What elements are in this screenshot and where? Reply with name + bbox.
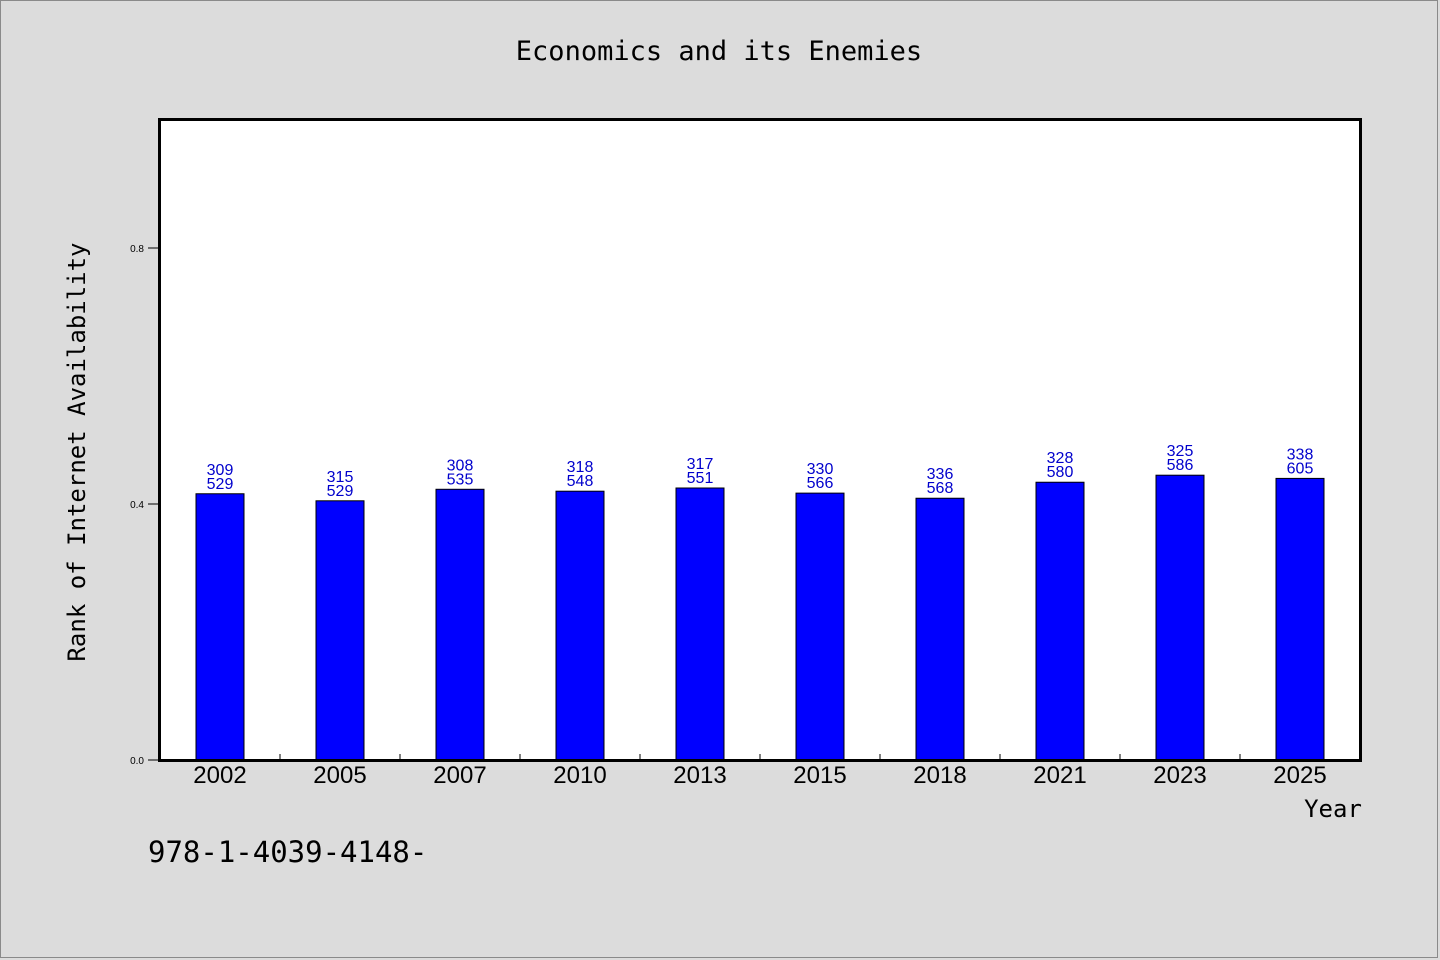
x-tick-label-2013: 2013: [673, 762, 726, 789]
data-label-bottom-2018: 568: [927, 480, 954, 497]
x-tick-label-2002: 2002: [193, 762, 246, 789]
x-tick-label-2015: 2015: [793, 762, 846, 789]
data-label-top-2007: 308: [447, 457, 474, 474]
data-label-bottom-2015: 566: [807, 475, 834, 492]
data-label-bottom-2025: 605: [1287, 460, 1314, 477]
data-label-top-2018: 336: [927, 466, 954, 483]
data-label-top-2023: 325: [1167, 443, 1194, 460]
isbn-footer-text: 978-1-4039-4148-: [148, 835, 427, 869]
bar-2021: [1035, 481, 1085, 761]
x-tick-label-2005: 2005: [313, 762, 366, 789]
x-tick-label-2010: 2010: [553, 762, 606, 789]
x-axis-label: Year: [1304, 795, 1362, 823]
plot-border: [158, 118, 1362, 762]
bar-2007: [435, 488, 485, 761]
x-tick-label-2007: 2007: [433, 762, 486, 789]
data-label-top-2005: 315: [327, 469, 354, 486]
bar-2023: [1155, 474, 1205, 761]
y-tick-label: 0.4: [130, 500, 144, 511]
chart-title: Economics and its Enemies: [516, 36, 922, 67]
y-tick-label: 0.0: [130, 756, 144, 767]
data-label-top-2015: 330: [807, 461, 834, 478]
x-tick-label-2021: 2021: [1033, 762, 1086, 789]
x-tick-label-2018: 2018: [913, 762, 966, 789]
bar-2013: [675, 487, 725, 761]
data-label-top-2002: 309: [207, 462, 234, 479]
data-label-bottom-2013: 551: [687, 470, 714, 487]
x-tick-label-2025: 2025: [1273, 762, 1326, 789]
bar-2005: [315, 500, 365, 761]
bar-2018: [915, 497, 965, 761]
data-label-top-2010: 318: [567, 459, 594, 476]
data-label-top-2013: 317: [687, 456, 714, 473]
x-axis: 2002 2005 2007 2010 2013 2015 2018 2021 2023 2025: [193, 754, 1327, 789]
data-label-bottom-2005: 529: [327, 483, 354, 500]
bar-2015: [795, 492, 845, 761]
data-label-bottom-2010: 548: [567, 473, 594, 490]
bar-2025: [1275, 477, 1325, 761]
y-axis-label: Rank of Internet Availability: [63, 242, 91, 661]
data-label-bottom-2021: 580: [1047, 464, 1074, 481]
data-label-top-2025: 338: [1287, 446, 1314, 463]
bars-group: [195, 474, 1325, 761]
data-label-bottom-2002: 529: [207, 476, 234, 493]
data-label-bottom-2023: 586: [1167, 457, 1194, 474]
data-label-bottom-2007: 535: [447, 471, 474, 488]
y-tick-label: 0.8: [130, 244, 144, 255]
bar-2010: [555, 490, 605, 761]
y-axis: 0.0 0.4 0.8: [130, 244, 160, 767]
x-tick-label-2023: 2023: [1153, 762, 1206, 789]
data-label-top-2021: 328: [1047, 450, 1074, 467]
bar-2002: [195, 493, 245, 761]
